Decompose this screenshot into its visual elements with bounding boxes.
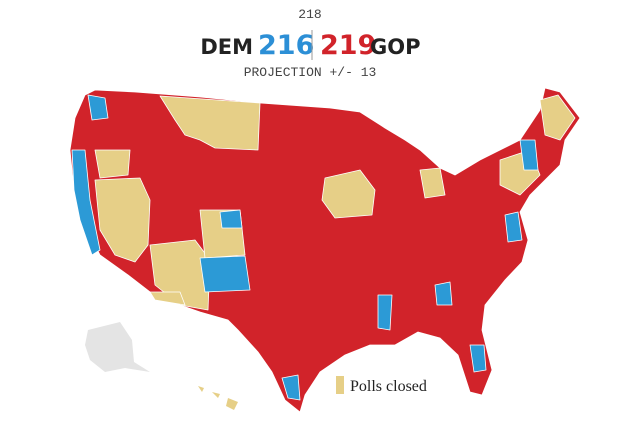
- dem-label: DEM: [200, 35, 253, 59]
- region-seattle: [87, 94, 109, 121]
- region-florida: [469, 344, 487, 373]
- gop-label: GOP: [370, 35, 420, 59]
- legend-label: Polls closed: [350, 378, 427, 395]
- us-map: [69, 87, 581, 413]
- region-west-coast: [71, 149, 101, 256]
- region-wisconsin: [321, 169, 376, 219]
- region-oregon: [94, 149, 131, 179]
- region-mississippi: [377, 294, 393, 331]
- alaska: [85, 322, 150, 372]
- contiguous-us: [69, 87, 581, 413]
- region-montana: [159, 95, 261, 151]
- region-atlanta: [434, 281, 453, 306]
- projection-text: PROJECTION +/- 13: [244, 65, 377, 80]
- region-new-mexico: [199, 255, 251, 293]
- gop-seats: 219: [320, 30, 376, 61]
- region-mid-atlantic: [504, 211, 523, 243]
- legend-swatch: [336, 376, 344, 394]
- hawaii: [198, 386, 238, 410]
- region-southwest-texas: [149, 291, 186, 306]
- region-northeast: [519, 139, 539, 171]
- region-colorado: [219, 209, 243, 229]
- majority-label: 218: [298, 7, 321, 22]
- dem-seats: 216: [258, 30, 314, 61]
- region-south-texas: [281, 374, 301, 401]
- region-nevada: [94, 177, 151, 263]
- region-maine: [539, 94, 576, 141]
- region-michigan: [419, 167, 446, 199]
